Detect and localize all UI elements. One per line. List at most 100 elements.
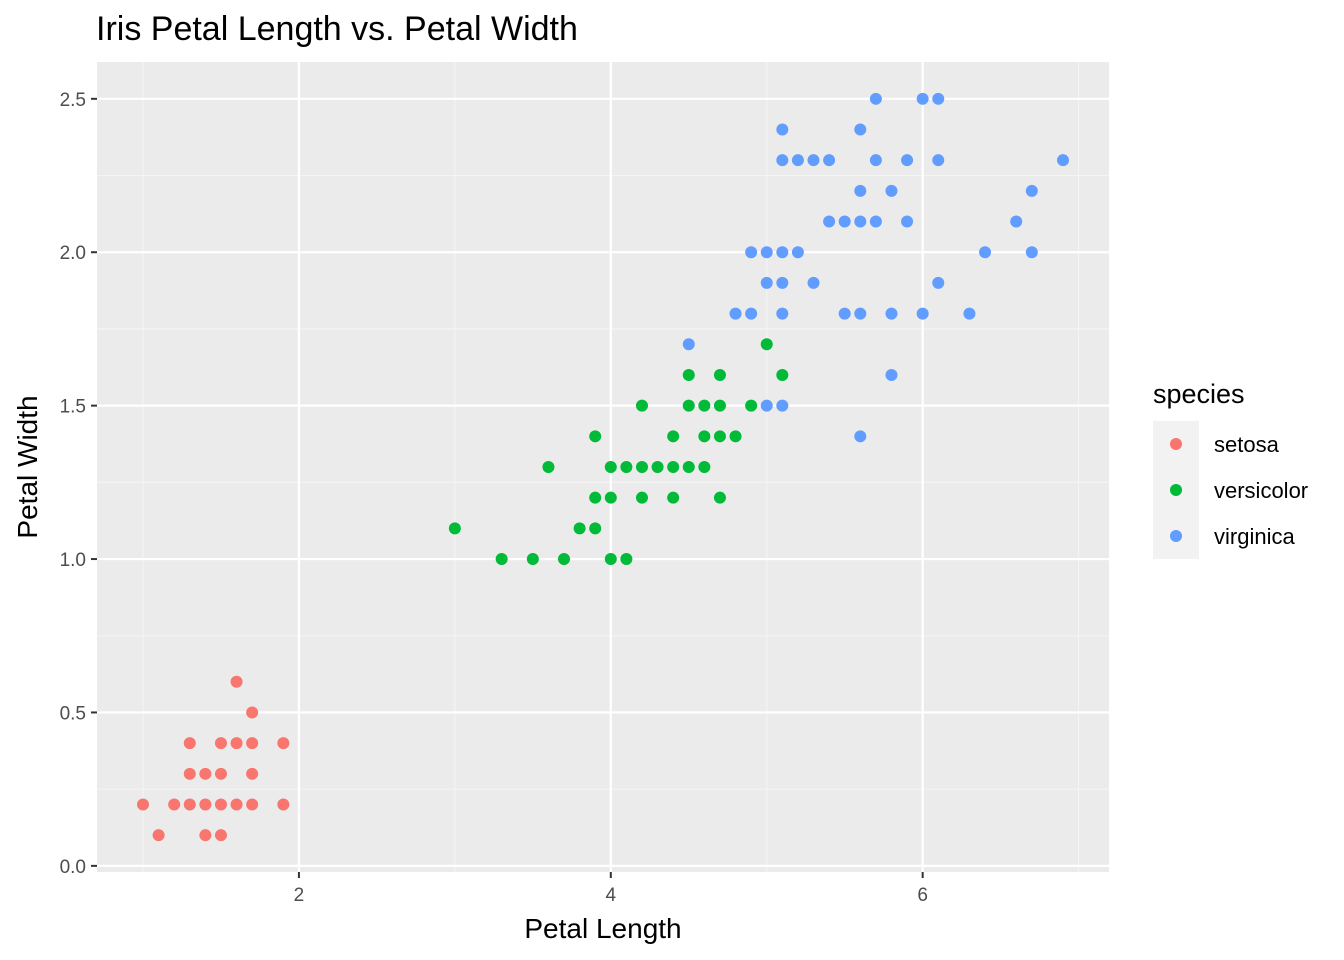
x-tick-label: 4	[606, 885, 617, 906]
data-point-virginica	[823, 215, 836, 228]
major-gridlines	[97, 62, 1109, 872]
data-point-versicolor	[729, 430, 742, 443]
data-point-setosa	[277, 798, 290, 811]
data-point-virginica	[1025, 246, 1038, 259]
y-tick-labels: 0.0 0.5 1.0 1.5 2.0 2.5	[60, 90, 86, 878]
x-tick-labels: 2 4 6	[294, 885, 928, 906]
data-point-virginica	[776, 123, 789, 136]
data-point-virginica	[885, 307, 898, 320]
data-point-setosa	[152, 829, 165, 842]
data-point-virginica	[776, 154, 789, 167]
y-tick-label: 0.5	[60, 703, 86, 724]
data-point-setosa	[199, 829, 212, 842]
data-point-setosa	[230, 737, 243, 750]
data-point-versicolor	[713, 491, 726, 504]
minor-gridlines	[97, 62, 1109, 872]
data-point-setosa	[137, 798, 149, 811]
data-point-virginica	[854, 123, 867, 136]
y-tick-label: 2.5	[60, 90, 86, 111]
data-point-versicolor	[713, 399, 726, 412]
data-point-versicolor	[682, 399, 695, 412]
data-point-versicolor	[776, 368, 789, 381]
data-point-versicolor	[651, 461, 664, 473]
data-point-virginica	[932, 154, 945, 167]
data-point-versicolor	[698, 399, 711, 412]
data-point-virginica	[1057, 154, 1069, 167]
data-point-virginica	[776, 307, 789, 320]
data-point-virginica	[1025, 184, 1038, 197]
data-point-setosa	[168, 798, 181, 811]
data-point-virginica	[1010, 215, 1023, 228]
data-point-virginica	[760, 399, 773, 412]
data-point-versicolor	[620, 553, 633, 566]
data-point-setosa	[246, 706, 259, 719]
data-point-virginica	[760, 246, 773, 259]
legend: species setosa versicolor virginica	[1153, 379, 1308, 559]
data-point-virginica	[916, 92, 929, 105]
data-point-versicolor	[698, 461, 711, 473]
legend-label-setosa: setosa	[1214, 432, 1280, 457]
data-point-virginica	[791, 154, 804, 167]
data-point-virginica	[729, 307, 742, 320]
data-point-virginica	[854, 215, 867, 228]
y-tick-label: 1.0	[60, 550, 86, 571]
data-point-virginica	[869, 154, 882, 167]
data-point-virginica	[760, 276, 773, 289]
data-point-setosa	[246, 767, 259, 780]
data-point-versicolor	[682, 368, 695, 381]
axis-ticks	[91, 97, 924, 878]
data-point-versicolor	[635, 461, 648, 473]
data-point-setosa	[183, 798, 196, 811]
data-point-versicolor	[573, 522, 586, 535]
legend-title: species	[1153, 379, 1245, 409]
data-point-versicolor	[713, 368, 726, 381]
data-point-virginica	[901, 215, 914, 228]
data-point-versicolor	[589, 491, 602, 504]
data-point-virginica	[791, 246, 804, 259]
y-axis-title: Petal Width	[12, 395, 43, 538]
data-point-virginica	[776, 246, 789, 259]
data-point-versicolor	[620, 461, 633, 473]
x-tick-label: 2	[294, 885, 305, 906]
data-point-virginica	[916, 307, 929, 320]
data-point-setosa	[246, 737, 259, 750]
data-point-virginica	[745, 246, 758, 259]
data-point-versicolor	[604, 461, 617, 473]
data-point-setosa	[230, 798, 243, 811]
data-point-virginica	[807, 154, 820, 167]
data-point-virginica	[901, 154, 914, 167]
data-point-virginica	[776, 399, 789, 412]
data-point-versicolor	[526, 553, 539, 566]
legend-marker-setosa	[1170, 438, 1182, 450]
data-points	[137, 92, 1069, 842]
data-point-versicolor	[448, 522, 461, 535]
data-point-versicolor	[604, 491, 617, 504]
data-point-versicolor	[635, 491, 648, 504]
data-point-virginica	[932, 276, 945, 289]
data-point-virginica	[823, 154, 836, 167]
data-point-versicolor	[713, 430, 726, 443]
data-point-versicolor	[745, 399, 758, 412]
data-point-versicolor	[589, 522, 602, 535]
data-point-virginica	[838, 215, 851, 228]
data-point-virginica	[869, 92, 882, 105]
legend-label-virginica: virginica	[1214, 524, 1295, 549]
x-tick-label: 6	[917, 885, 928, 906]
data-point-versicolor	[558, 553, 571, 566]
data-point-virginica	[885, 184, 898, 197]
data-point-virginica	[745, 307, 758, 320]
chart-title: Iris Petal Length vs. Petal Width	[96, 10, 578, 48]
data-point-virginica	[807, 276, 820, 289]
x-axis-title: Petal Length	[524, 913, 681, 944]
data-point-versicolor	[667, 461, 680, 473]
data-point-virginica	[854, 430, 867, 443]
data-point-versicolor	[682, 461, 695, 473]
data-point-versicolor	[542, 461, 555, 473]
data-point-setosa	[199, 767, 212, 780]
data-point-setosa	[214, 829, 227, 842]
data-point-setosa	[230, 675, 243, 688]
data-point-versicolor	[635, 399, 648, 412]
legend-items: setosa versicolor virginica	[1153, 421, 1308, 559]
data-point-virginica	[854, 184, 867, 197]
